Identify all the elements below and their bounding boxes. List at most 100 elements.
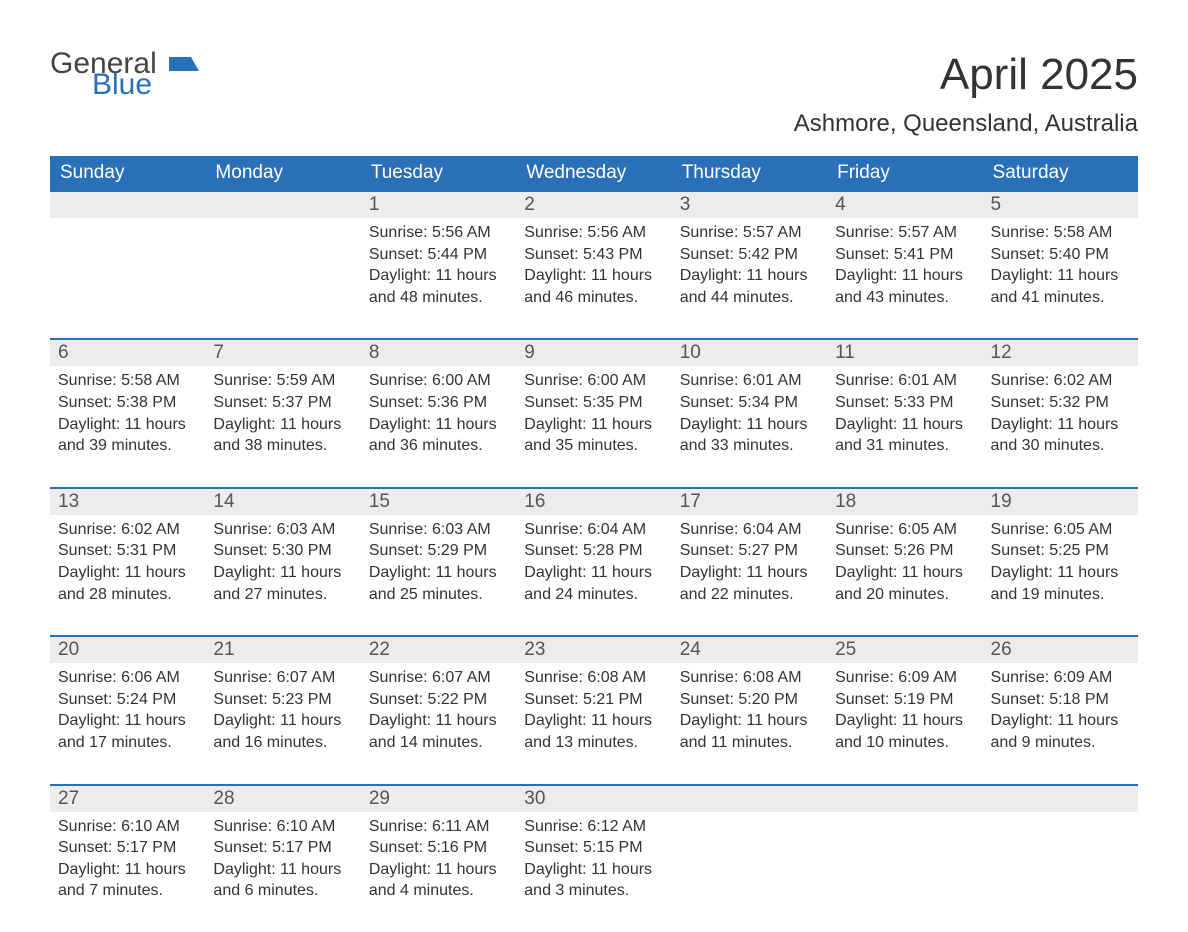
day-details <box>827 812 982 902</box>
day-number: 5 <box>983 192 1138 218</box>
sunset-line: Sunset: 5:42 PM <box>680 244 819 266</box>
sunrise-line: Sunrise: 6:07 AM <box>213 667 352 689</box>
day-details: Sunrise: 6:12 AMSunset: 5:15 PMDaylight:… <box>516 812 671 932</box>
sunrise-line: Sunrise: 5:57 AM <box>835 222 974 244</box>
sunrise-line: Sunrise: 6:00 AM <box>524 370 663 392</box>
day-cell: 25Sunrise: 6:09 AMSunset: 5:19 PMDayligh… <box>827 636 982 784</box>
week-row: 20Sunrise: 6:06 AMSunset: 5:24 PMDayligh… <box>50 636 1138 784</box>
day-details: Sunrise: 6:11 AMSunset: 5:16 PMDaylight:… <box>361 812 516 932</box>
day-details: Sunrise: 5:57 AMSunset: 5:42 PMDaylight:… <box>672 218 827 338</box>
sunset-line: Sunset: 5:33 PM <box>835 392 974 414</box>
sunset-line: Sunset: 5:26 PM <box>835 540 974 562</box>
sunrise-line: Sunrise: 6:01 AM <box>680 370 819 392</box>
day-number: 23 <box>516 637 671 663</box>
daylight-line: Daylight: 11 hours and 46 minutes. <box>524 265 663 308</box>
sunset-line: Sunset: 5:16 PM <box>369 837 508 859</box>
day-details <box>50 218 205 308</box>
day-number: 15 <box>361 489 516 515</box>
day-cell: 2Sunrise: 5:56 AMSunset: 5:43 PMDaylight… <box>516 191 671 339</box>
day-details: Sunrise: 6:09 AMSunset: 5:19 PMDaylight:… <box>827 663 982 783</box>
day-header: Tuesday <box>361 156 516 191</box>
week-row: 6Sunrise: 5:58 AMSunset: 5:38 PMDaylight… <box>50 339 1138 487</box>
sunset-line: Sunset: 5:38 PM <box>58 392 197 414</box>
daylight-line: Daylight: 11 hours and 30 minutes. <box>991 414 1130 457</box>
daylight-line: Daylight: 11 hours and 28 minutes. <box>58 562 197 605</box>
sunrise-line: Sunrise: 6:03 AM <box>213 519 352 541</box>
sunrise-line: Sunrise: 6:09 AM <box>835 667 974 689</box>
sunset-line: Sunset: 5:34 PM <box>680 392 819 414</box>
day-number: 30 <box>516 786 671 812</box>
day-details: Sunrise: 6:03 AMSunset: 5:30 PMDaylight:… <box>205 515 360 635</box>
sunset-line: Sunset: 5:17 PM <box>58 837 197 859</box>
day-number: 18 <box>827 489 982 515</box>
day-details: Sunrise: 5:57 AMSunset: 5:41 PMDaylight:… <box>827 218 982 338</box>
sunset-line: Sunset: 5:22 PM <box>369 689 508 711</box>
header: General Blue April 2025 <box>50 50 1138 100</box>
day-details: Sunrise: 6:08 AMSunset: 5:20 PMDaylight:… <box>672 663 827 783</box>
sunset-line: Sunset: 5:29 PM <box>369 540 508 562</box>
day-number: 11 <box>827 340 982 366</box>
day-cell: 30Sunrise: 6:12 AMSunset: 5:15 PMDayligh… <box>516 785 671 932</box>
sunset-line: Sunset: 5:17 PM <box>213 837 352 859</box>
day-details: Sunrise: 5:58 AMSunset: 5:40 PMDaylight:… <box>983 218 1138 338</box>
daylight-line: Daylight: 11 hours and 19 minutes. <box>991 562 1130 605</box>
sunrise-line: Sunrise: 6:05 AM <box>991 519 1130 541</box>
daylight-line: Daylight: 11 hours and 31 minutes. <box>835 414 974 457</box>
daylight-line: Daylight: 11 hours and 9 minutes. <box>991 710 1130 753</box>
day-number <box>205 192 360 218</box>
sunrise-line: Sunrise: 6:09 AM <box>991 667 1130 689</box>
day-number: 13 <box>50 489 205 515</box>
sunrise-line: Sunrise: 6:03 AM <box>369 519 508 541</box>
sunrise-line: Sunrise: 6:10 AM <box>213 816 352 838</box>
sunrise-line: Sunrise: 6:06 AM <box>58 667 197 689</box>
day-cell: 23Sunrise: 6:08 AMSunset: 5:21 PMDayligh… <box>516 636 671 784</box>
daylight-line: Daylight: 11 hours and 6 minutes. <box>213 859 352 902</box>
day-details: Sunrise: 6:01 AMSunset: 5:34 PMDaylight:… <box>672 366 827 486</box>
sunrise-line: Sunrise: 5:59 AM <box>213 370 352 392</box>
day-number: 3 <box>672 192 827 218</box>
day-details <box>205 218 360 308</box>
day-cell <box>672 785 827 932</box>
day-cell: 16Sunrise: 6:04 AMSunset: 5:28 PMDayligh… <box>516 488 671 636</box>
day-number: 19 <box>983 489 1138 515</box>
day-number: 6 <box>50 340 205 366</box>
logo-text: General Blue <box>50 50 203 99</box>
daylight-line: Daylight: 11 hours and 20 minutes. <box>835 562 974 605</box>
sunrise-line: Sunrise: 6:07 AM <box>369 667 508 689</box>
location-subtitle: Ashmore, Queensland, Australia <box>50 110 1138 138</box>
day-cell: 3Sunrise: 5:57 AMSunset: 5:42 PMDaylight… <box>672 191 827 339</box>
day-cell: 21Sunrise: 6:07 AMSunset: 5:23 PMDayligh… <box>205 636 360 784</box>
sunset-line: Sunset: 5:28 PM <box>524 540 663 562</box>
sunset-line: Sunset: 5:32 PM <box>991 392 1130 414</box>
day-header: Thursday <box>672 156 827 191</box>
title-block: April 2025 <box>940 50 1138 100</box>
day-number: 26 <box>983 637 1138 663</box>
day-cell: 19Sunrise: 6:05 AMSunset: 5:25 PMDayligh… <box>983 488 1138 636</box>
sunrise-line: Sunrise: 6:11 AM <box>369 816 508 838</box>
sunrise-line: Sunrise: 5:56 AM <box>524 222 663 244</box>
sunrise-line: Sunrise: 6:08 AM <box>524 667 663 689</box>
day-number <box>50 192 205 218</box>
day-cell: 12Sunrise: 6:02 AMSunset: 5:32 PMDayligh… <box>983 339 1138 487</box>
day-number <box>983 786 1138 812</box>
day-details: Sunrise: 6:01 AMSunset: 5:33 PMDaylight:… <box>827 366 982 486</box>
day-cell: 20Sunrise: 6:06 AMSunset: 5:24 PMDayligh… <box>50 636 205 784</box>
logo: General Blue <box>50 50 203 99</box>
daylight-line: Daylight: 11 hours and 22 minutes. <box>680 562 819 605</box>
daylight-line: Daylight: 11 hours and 35 minutes. <box>524 414 663 457</box>
sunrise-line: Sunrise: 6:04 AM <box>680 519 819 541</box>
day-number: 22 <box>361 637 516 663</box>
day-number: 28 <box>205 786 360 812</box>
day-number: 8 <box>361 340 516 366</box>
daylight-line: Daylight: 11 hours and 27 minutes. <box>213 562 352 605</box>
day-details: Sunrise: 6:03 AMSunset: 5:29 PMDaylight:… <box>361 515 516 635</box>
day-details: Sunrise: 6:04 AMSunset: 5:28 PMDaylight:… <box>516 515 671 635</box>
day-details: Sunrise: 6:05 AMSunset: 5:25 PMDaylight:… <box>983 515 1138 635</box>
day-cell <box>50 191 205 339</box>
day-number: 27 <box>50 786 205 812</box>
sunrise-line: Sunrise: 6:04 AM <box>524 519 663 541</box>
day-cell: 15Sunrise: 6:03 AMSunset: 5:29 PMDayligh… <box>361 488 516 636</box>
day-cell: 14Sunrise: 6:03 AMSunset: 5:30 PMDayligh… <box>205 488 360 636</box>
day-header: Wednesday <box>516 156 671 191</box>
day-header: Saturday <box>983 156 1138 191</box>
